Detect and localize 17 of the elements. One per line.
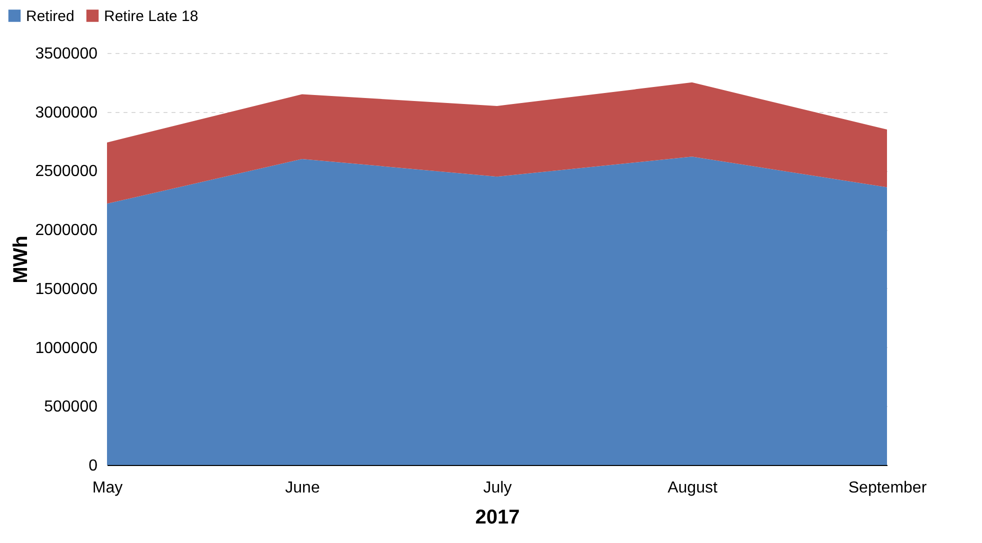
legend-label: Retire Late 18 [104, 8, 198, 25]
y-tick-label: 1500000 [35, 280, 98, 298]
y-tick-label: 500000 [44, 398, 98, 416]
x-tick-label: September [848, 480, 928, 496]
y-axis-title: MWh [10, 236, 32, 284]
x-tick-label: July [483, 480, 512, 496]
x-tick-label: May [92, 480, 123, 496]
y-tick-label: 3500000 [35, 46, 98, 62]
x-tick-label: August [668, 480, 718, 496]
y-tick-label: 3000000 [35, 104, 98, 122]
y-tick-label: 0 [88, 458, 98, 474]
y-tick-label: 2000000 [35, 222, 98, 240]
x-axis-title: 2017 [475, 506, 520, 528]
y-tick-label: 2500000 [35, 163, 98, 180]
legend-label: Retired [26, 8, 74, 25]
y-tick-label: 1000000 [35, 340, 98, 357]
x-tick-label: June [285, 480, 320, 496]
